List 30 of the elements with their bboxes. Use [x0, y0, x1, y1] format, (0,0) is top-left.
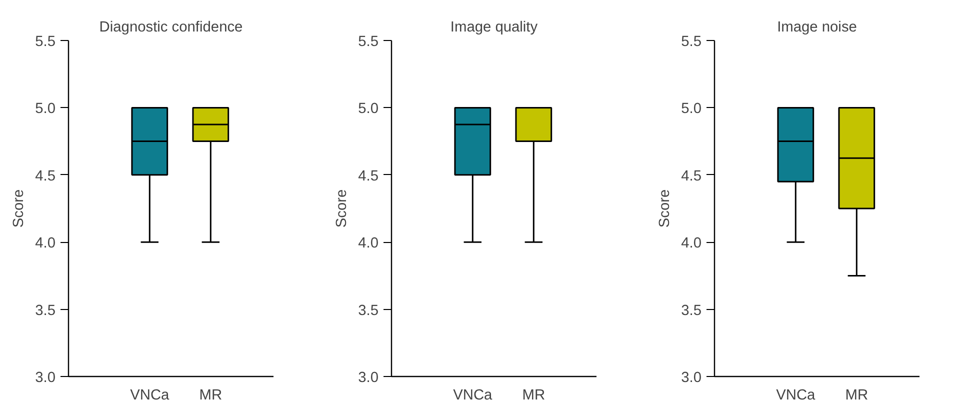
y-tick-label: 4.5: [681, 168, 702, 184]
y-tick-label: 5.5: [35, 34, 56, 50]
y-tick-label: 4.5: [358, 168, 378, 184]
x-tick-label: MR: [199, 388, 222, 404]
y-tick-label: 5.0: [35, 101, 56, 118]
y-tick-label: 5.5: [681, 34, 702, 50]
x-tick-label: MR: [845, 388, 868, 404]
y-tick-label: 3.0: [681, 370, 702, 386]
x-tick-label: VNCa: [453, 388, 494, 404]
y-axis-title: Score: [11, 189, 28, 228]
x-tick-label: VNCa: [776, 388, 816, 404]
chart-title: Image quality: [450, 20, 538, 36]
y-tick-label: 4.5: [35, 168, 56, 184]
y-tick-label: 3.0: [358, 370, 378, 386]
chart-title: Image noise: [777, 20, 857, 36]
y-tick-label: 3.5: [35, 302, 56, 319]
y-tick-label: 4.0: [358, 236, 378, 252]
y-tick-label: 4.0: [35, 236, 56, 252]
x-tick-label: VNCa: [130, 388, 170, 404]
y-tick-label: 3.5: [358, 302, 378, 319]
chart-title: Diagnostic confidence: [99, 20, 243, 36]
y-tick-label: 3.0: [35, 370, 56, 386]
y-axis-title: Score: [334, 189, 350, 228]
y-tick-label: 3.5: [681, 302, 702, 319]
y-tick-label: 4.0: [681, 236, 702, 252]
y-tick-label: 5.0: [358, 101, 378, 118]
y-axis-title: Score: [657, 189, 674, 228]
y-tick-label: 5.5: [358, 34, 378, 50]
y-tick-label: 5.0: [681, 101, 702, 118]
x-tick-label: MR: [522, 388, 546, 404]
